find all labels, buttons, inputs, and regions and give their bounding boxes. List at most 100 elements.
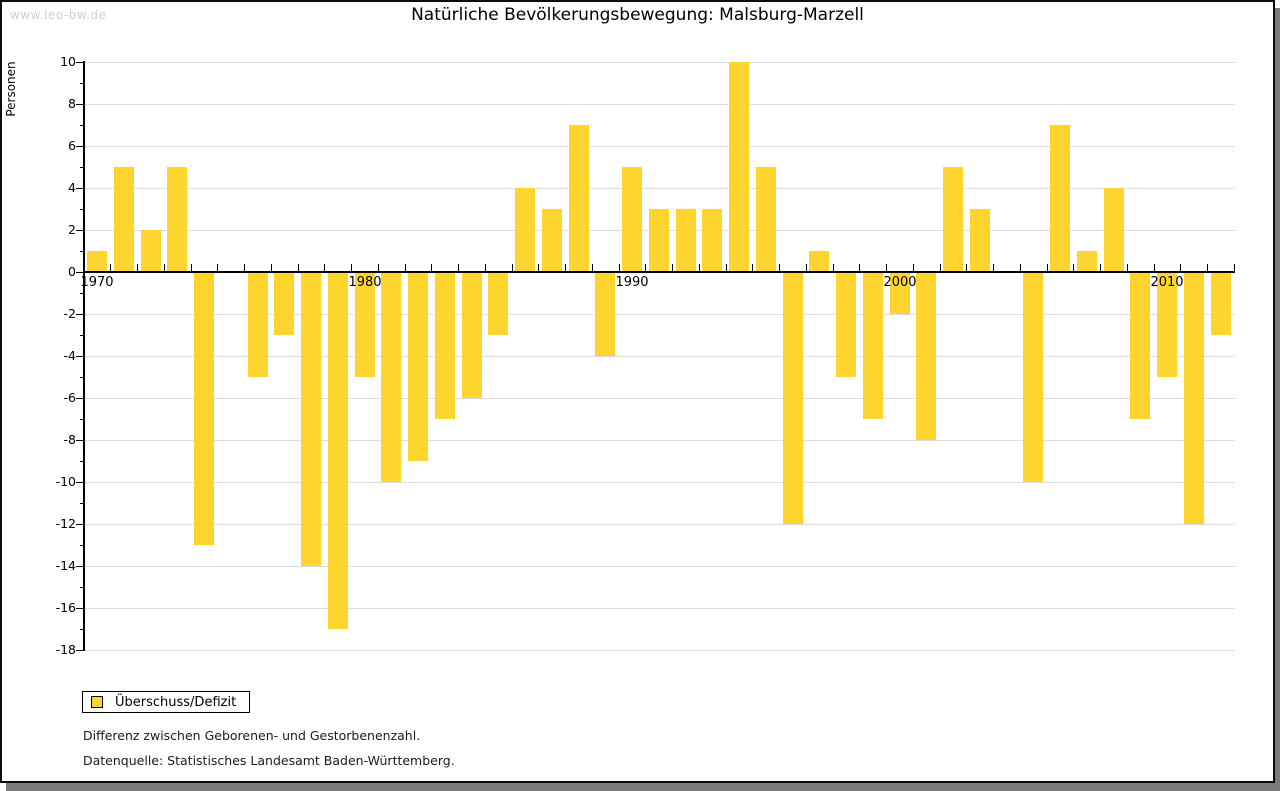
bar-1982[interactable] [408,272,428,461]
footnote-definition: Differenz zwischen Geborenen- und Gestor… [83,728,421,743]
x-axis-tick-label: 2000 [883,275,917,290]
bar-2010[interactable] [1157,272,1177,377]
bar-1992[interactable] [676,209,696,272]
x-axis-tick [512,264,513,271]
x-axis-tick [110,264,111,271]
x-axis-tick [164,264,165,271]
bar-2001[interactable] [916,272,936,440]
x-axis-tick [1234,264,1235,271]
x-axis-tick [378,264,379,271]
bar-1974[interactable] [194,272,214,545]
x-axis-tick [431,264,432,271]
x-axis-tick [565,264,566,271]
x-axis-tick [645,264,646,271]
y-axis-tick-label: -8 [63,432,76,447]
bar-2003[interactable] [970,209,990,272]
y-axis-tick-label: 10 [60,54,76,69]
x-axis-tick [84,264,85,271]
bar-1984[interactable] [462,272,482,398]
y-axis-tick [76,104,84,105]
x-axis-tick [592,264,593,271]
bar-1988[interactable] [569,125,589,272]
x-axis-tick [859,264,860,271]
x-axis-tick [619,264,620,271]
x-axis-tick [940,264,941,271]
bar-1989[interactable] [595,272,615,356]
bar-1998[interactable] [836,272,856,377]
y-axis-tick [80,419,84,420]
y-axis-line [83,61,85,651]
x-axis-tick [1073,264,1074,271]
bar-1973[interactable] [167,167,187,272]
bar-2002[interactable] [943,167,963,272]
gridline [84,482,1235,483]
y-axis-tick-label: -18 [55,642,76,657]
gridline [84,440,1235,441]
x-axis-tick [217,264,218,271]
gridline [84,398,1235,399]
x-axis-tick [966,264,967,271]
bar-2009[interactable] [1130,272,1150,419]
x-axis-tick [726,264,727,271]
bar-1987[interactable] [542,209,562,272]
y-axis-tick-label: -2 [63,306,76,321]
x-axis-tick [244,264,245,271]
bar-1981[interactable] [381,272,401,482]
x-axis-tick-label: 2010 [1150,275,1184,290]
bar-1997[interactable] [809,251,829,272]
bar-1976[interactable] [248,272,268,377]
bar-2005[interactable] [1023,272,1043,482]
bar-1977[interactable] [274,272,294,335]
x-axis-tick [1100,264,1101,271]
y-axis-tick-label: 0 [68,264,76,279]
y-axis-tick-label: 4 [68,180,76,195]
y-axis-tick [80,377,84,378]
y-axis-tick [80,251,84,252]
bar-1971[interactable] [114,167,134,272]
x-axis-tick [271,264,272,271]
bar-1972[interactable] [141,230,161,272]
y-axis-tick-label: 2 [68,222,76,237]
legend-label: Überschuss/Defizit [115,694,237,710]
x-axis-tick [538,264,539,271]
gridline [84,566,1235,567]
bar-1980[interactable] [355,272,375,377]
y-axis-tick-label: -4 [63,348,76,363]
bar-2000[interactable] [890,272,910,314]
bar-2007[interactable] [1077,251,1097,272]
bar-2011[interactable] [1184,272,1204,524]
y-axis-tick [80,209,84,210]
x-axis-tick [1207,264,1208,271]
y-axis-tick [80,83,84,84]
bar-1994[interactable] [729,62,749,272]
y-axis-tick [80,167,84,168]
y-axis-tick [76,608,84,609]
bar-2006[interactable] [1050,125,1070,272]
bar-1979[interactable] [328,272,348,629]
bar-1983[interactable] [435,272,455,419]
bar-2008[interactable] [1104,188,1124,272]
x-axis-tick [1154,264,1155,271]
bar-1990[interactable] [622,167,642,272]
bar-1970[interactable] [87,251,107,272]
bar-1993[interactable] [702,209,722,272]
bar-1978[interactable] [301,272,321,566]
x-axis-tick [485,264,486,271]
y-axis-tick [76,314,84,315]
bar-1991[interactable] [649,209,669,272]
bar-1986[interactable] [515,188,535,272]
bar-1995[interactable] [756,167,776,272]
bar-2012[interactable] [1211,272,1231,335]
bar-1996[interactable] [783,272,803,524]
x-axis-tick-label: 1990 [615,275,649,290]
y-axis-tick [76,272,84,273]
x-axis-tick [298,264,299,271]
footnote-source: Datenquelle: Statistisches Landesamt Bad… [83,753,455,768]
gridline [84,62,1235,63]
bar-1985[interactable] [488,272,508,335]
y-axis-tick [76,356,84,357]
y-axis-tick [76,398,84,399]
bar-1999[interactable] [863,272,883,419]
y-axis-tick [80,503,84,504]
